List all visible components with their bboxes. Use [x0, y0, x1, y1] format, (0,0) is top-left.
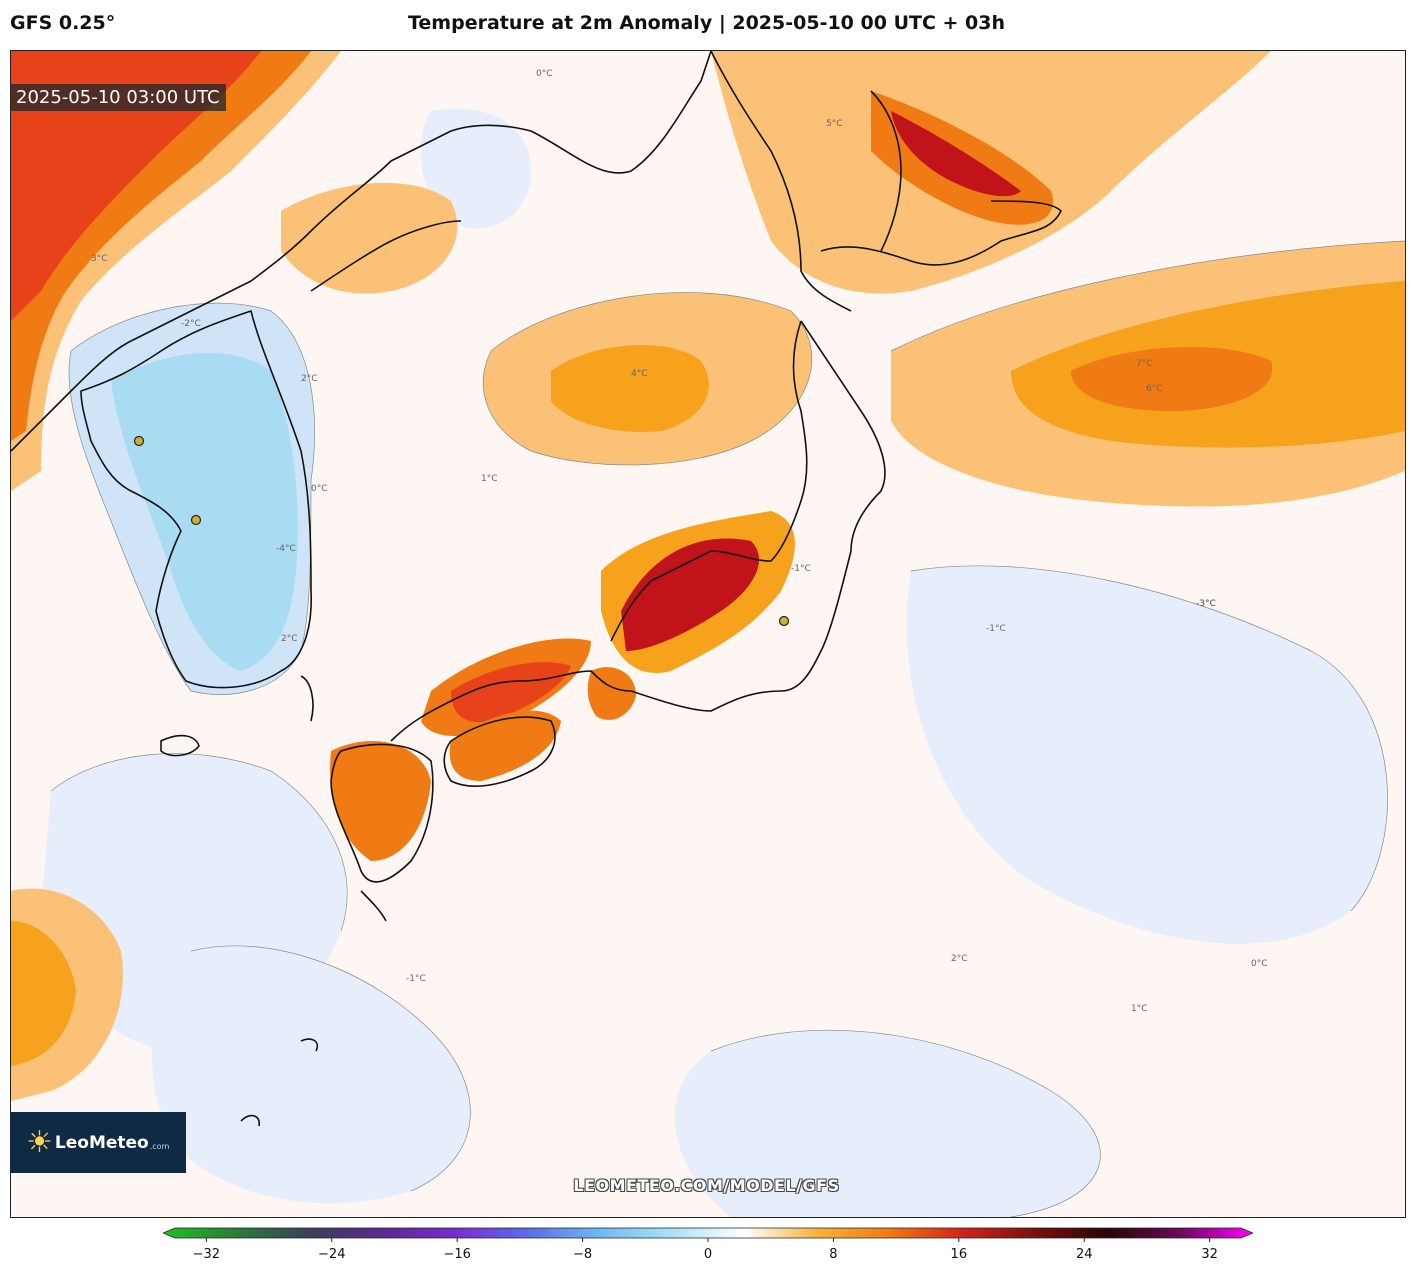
- coastline-shikoku: [443, 716, 556, 787]
- coastline-kyushu: [330, 743, 434, 883]
- warm-area-kyushu: [330, 741, 431, 861]
- colorbar-tick-label: 8: [829, 1247, 837, 1262]
- contour-label: -4°C: [276, 544, 296, 554]
- warm-area-north-hot: [891, 111, 1021, 197]
- contour-label: 1°C: [481, 474, 498, 484]
- warm-area-southwest-core: [11, 921, 76, 1066]
- warm-area-north-china: [281, 182, 458, 294]
- coastline-sakhalin: [870, 90, 902, 252]
- island-south-2: [240, 1114, 261, 1127]
- island-ryukyu-1: [360, 890, 387, 922]
- warm-area-northwest-core: [11, 51, 261, 321]
- contour-label: 1°C: [1131, 1004, 1148, 1014]
- warm-area-shikoku: [449, 710, 561, 781]
- warm-area-sea-of-japan-core: [551, 344, 709, 432]
- station-pyongyang: [133, 435, 145, 447]
- valid-time-badge: 2025-05-10 03:00 UTC: [10, 84, 226, 111]
- logo-suffix: .com: [149, 1142, 170, 1151]
- anomaly-map: 0°C 1°C 2°C 3°C 4°C 5°C 6°C 7°C -1°C -2°…: [11, 51, 1405, 1217]
- warm-area-honshu-core: [621, 538, 760, 651]
- contour-label: -1°C: [406, 974, 426, 984]
- island-tsushima: [300, 675, 314, 722]
- contour-label: 0°C: [311, 484, 328, 494]
- colorbar-svg: −32 −24 −16 −8 0 8 16 24 32: [161, 1227, 1255, 1262]
- model-label: GFS 0.25°: [10, 12, 116, 34]
- contour-label: 4°C: [631, 369, 648, 379]
- border-china-korea: [130, 230, 312, 342]
- contour-label: -2°C: [181, 319, 201, 329]
- colorbar-tick-label: 16: [951, 1247, 968, 1262]
- coastline-bohai: [310, 220, 462, 292]
- contour-label: 6°C: [1146, 384, 1163, 394]
- contour-label: 2°C: [281, 634, 298, 644]
- contour-label: -3°C: [1196, 599, 1216, 609]
- colorbar-tick-label: 24: [1076, 1247, 1093, 1262]
- warm-area-pacific-core: [1071, 347, 1273, 411]
- contour-label: 0°C: [536, 69, 553, 79]
- island-jeju: [160, 734, 200, 757]
- station-markers: [133, 435, 790, 627]
- contour-label: -1°C: [986, 624, 1006, 634]
- station-seoul: [190, 514, 202, 526]
- coastline-korea: [80, 310, 312, 689]
- logo-text: LeoMeteo: [54, 1132, 149, 1153]
- coastlines: [11, 51, 1062, 1127]
- coastline-hokkaido: [820, 200, 1062, 266]
- colorbar-tick-label: 0: [704, 1247, 712, 1262]
- border-russia: [530, 51, 712, 174]
- colorbar-ticks: −32 −24 −16 −8 0 8 16 24 32: [193, 1238, 1218, 1262]
- coastline-honshu: [390, 320, 886, 742]
- colorbar-strip: [161, 1227, 1255, 1239]
- colorbar-tick-label: −8: [573, 1247, 592, 1262]
- map-panel[interactable]: 0°C 1°C 2°C 3°C 4°C 5°C 6°C 7°C -1°C -2°…: [10, 50, 1406, 1218]
- border-north: [310, 124, 532, 232]
- warm-area-chugoku-core: [451, 662, 571, 723]
- island-south-1: [300, 1038, 319, 1052]
- contour-label: 3°C: [91, 254, 108, 264]
- contour-label: -3°C: [1196, 599, 1216, 609]
- colorbar-tick-label: 32: [1201, 1247, 1218, 1262]
- contour-label: 7°C: [1136, 359, 1153, 369]
- coastline-honshu-north: [610, 320, 808, 642]
- coastline-china-north: [11, 340, 132, 452]
- cool-area-north-china: [420, 108, 531, 229]
- cool-area-pacific-east: [906, 565, 1388, 944]
- warm-area-shikoku-east: [587, 667, 636, 720]
- cool-area-east-china-sea: [152, 945, 471, 1204]
- colorbar-tick-label: −32: [193, 1247, 220, 1262]
- contour-lines: [50, 240, 1405, 1217]
- contour-label: 2°C: [301, 374, 318, 384]
- colorbar-tick-label: −16: [443, 1247, 470, 1262]
- cool-core-korea: [111, 352, 298, 671]
- contour-label: 5°C: [826, 119, 843, 129]
- colorbar-tick-label: −24: [318, 1247, 345, 1262]
- contour-label: 0°C: [1251, 959, 1268, 969]
- website-watermark[interactable]: LEOMETEO.COM/MODEL/GFS: [573, 1176, 840, 1195]
- contour-label: 2°C: [951, 954, 968, 964]
- colorbar: −32 −24 −16 −8 0 8 16 24 32: [161, 1226, 1255, 1262]
- station-tokyo: [778, 615, 790, 627]
- sun-icon: ☀: [26, 1125, 53, 1160]
- coastline-russia: [710, 51, 852, 312]
- contour-label: -1°C: [791, 564, 811, 574]
- cool-area-pacific-south: [674, 1030, 1101, 1217]
- map-title: Temperature at 2m Anomaly | 2025-05-10 0…: [407, 12, 1006, 34]
- contour-label-group: 0°C 1°C 2°C 3°C 4°C 5°C 6°C 7°C -1°C -2°…: [91, 69, 1268, 1014]
- leometeo-logo[interactable]: ☀ LeoMeteo .com: [10, 1112, 186, 1173]
